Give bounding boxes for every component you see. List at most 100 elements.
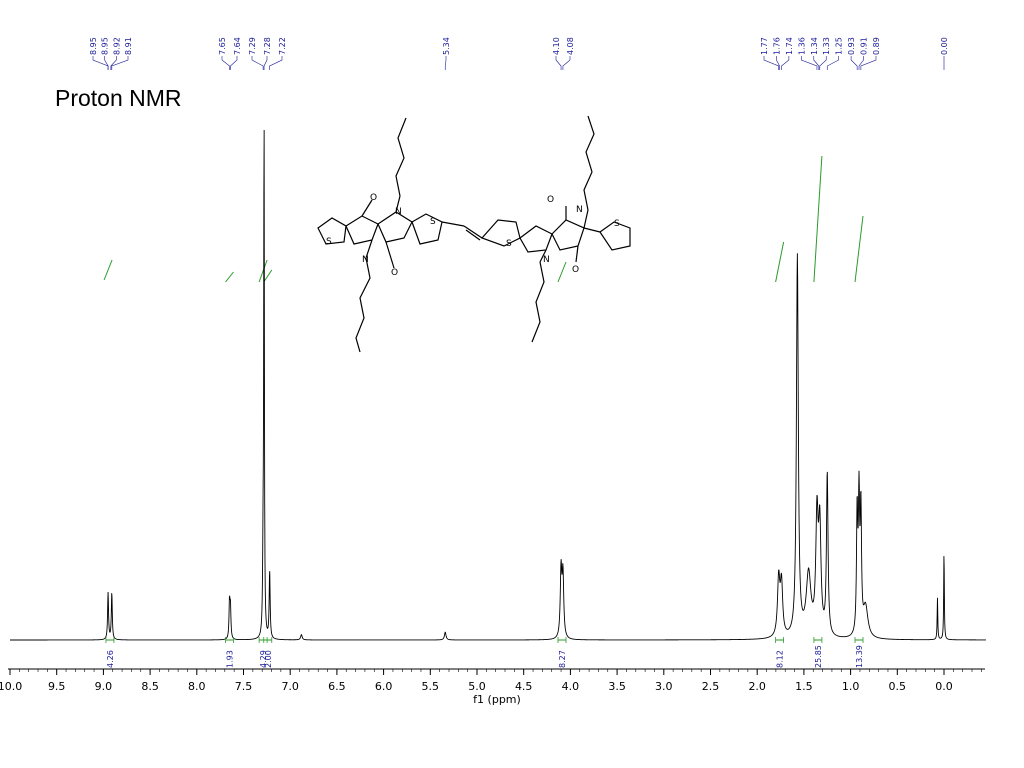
- integral-value: 8.12: [776, 650, 785, 668]
- x-tick-label: 8.0: [188, 680, 206, 693]
- peak-connector: [781, 56, 790, 70]
- x-tick-label: 6.5: [328, 680, 346, 693]
- svg-text:O: O: [370, 193, 377, 203]
- peak-labels: 8.95 8.95 8.92 8.91 7.65 7.64 7.29 7.28 7.22 5.34…: [89, 37, 949, 70]
- x-tick-label: 7.5: [235, 680, 253, 693]
- peak-label: 7.64: [233, 37, 242, 55]
- svg-text:N: N: [395, 207, 402, 217]
- peak-label: 4.08: [566, 37, 575, 55]
- integral-curve: [813, 155, 823, 283]
- x-tick-label: 1.5: [795, 680, 813, 693]
- peak-connector: [826, 56, 839, 70]
- molecule-atom-labels: S O N N O S S O N N O S: [326, 193, 620, 278]
- x-tick-label: 9.5: [48, 680, 66, 693]
- peak-connector: [230, 56, 238, 70]
- integral-value: 1.93: [225, 650, 234, 668]
- x-tick-label: 2.5: [702, 680, 720, 693]
- integral-value: 2.00: [264, 650, 273, 668]
- thiophene-ring: [599, 221, 631, 251]
- svg-text:S: S: [614, 219, 620, 229]
- x-tick-label: 8.5: [141, 680, 159, 693]
- svg-text:N: N: [543, 255, 550, 265]
- svg-text:N: N: [362, 255, 369, 265]
- dpp-ring: [377, 211, 413, 243]
- integral-value: 4.29: [259, 650, 268, 668]
- integral-curves: [103, 155, 864, 283]
- integral-curve: [225, 271, 234, 283]
- x-tick-label: 5.0: [468, 680, 486, 693]
- peak-label: 1.36: [797, 37, 806, 55]
- integral-curve: [557, 261, 567, 283]
- peak-connector: [562, 56, 571, 70]
- thiophene-ring: [480, 219, 521, 247]
- molecule-structure: [317, 115, 631, 353]
- peak-connector: [111, 56, 129, 70]
- integral-curve: [103, 259, 113, 281]
- x-tick-label: 3.0: [655, 680, 673, 693]
- x-tick-label: 5.5: [422, 680, 440, 693]
- svg-text:S: S: [506, 239, 512, 249]
- peak-label: 1.25: [835, 37, 844, 55]
- peak-label: 7.65: [218, 37, 227, 55]
- integral-value: 25.85: [814, 645, 823, 668]
- peak-connector: [263, 56, 268, 70]
- thiophene-ring: [317, 217, 347, 245]
- peak-label: 8.91: [124, 37, 133, 55]
- x-tick-label: 7.0: [281, 680, 299, 693]
- x-tick-label: 0.5: [889, 680, 907, 693]
- peak-connector: [92, 56, 109, 70]
- peak-connector: [801, 56, 818, 70]
- peak-label: 0.93: [847, 37, 856, 55]
- svg-text:O: O: [547, 195, 554, 205]
- dpp-ring: [345, 215, 379, 245]
- peak-connector: [110, 56, 117, 70]
- x-tick-label: 0.0: [935, 680, 953, 693]
- dpp-ring: [551, 219, 585, 251]
- x-tick-label: 4.5: [515, 680, 533, 693]
- x-tick-label: 4.0: [562, 680, 580, 693]
- integral-curve: [854, 215, 864, 283]
- dpp-ring: [519, 225, 553, 253]
- peak-label: 1.74: [785, 37, 794, 55]
- chart-title: Proton NMR: [55, 85, 182, 111]
- thiophene-ring: [411, 213, 443, 245]
- svg-text:N: N: [576, 205, 583, 215]
- x-tick-label: 6.0: [375, 680, 393, 693]
- peak-label: 1.77: [760, 37, 769, 55]
- peak-connector: [860, 56, 877, 70]
- peak-connector: [221, 56, 230, 70]
- x-tick-label: 10.0: [0, 680, 22, 693]
- peak-connector: [813, 56, 820, 70]
- peak-label: 0.91: [860, 37, 869, 55]
- peak-label: 0.00: [940, 37, 949, 55]
- peak-connector: [555, 56, 562, 70]
- x-tick-label: 2.0: [748, 680, 766, 693]
- peak-label: 5.34: [442, 37, 451, 55]
- integral-value: 4.26: [106, 650, 115, 668]
- peak-connector: [858, 56, 864, 70]
- x-tick-label: 9.0: [95, 680, 113, 693]
- peak-label: 8.95: [101, 37, 110, 55]
- integral-value: 13.39: [855, 645, 864, 668]
- integral-curve: [258, 259, 268, 283]
- peak-connector: [819, 56, 827, 70]
- spectrum-trace: [10, 130, 986, 641]
- peak-label: 1.34: [810, 37, 819, 55]
- x-axis-label: f1 (ppm): [473, 693, 521, 706]
- peak-label: 1.33: [822, 37, 831, 55]
- svg-text:S: S: [430, 217, 436, 227]
- x-tick-label: 3.5: [608, 680, 626, 693]
- peak-label: 7.28: [263, 37, 272, 55]
- peak-label: 7.22: [278, 37, 287, 55]
- peak-connector: [251, 56, 264, 70]
- integral-brackets: 4.26 1.93 4.292.00 8.27 8.12 25.85 13.39: [105, 637, 864, 668]
- svg-text:O: O: [572, 265, 579, 275]
- integral-curve: [775, 241, 785, 283]
- peak-connector: [776, 56, 780, 70]
- peak-connector: [269, 56, 283, 70]
- peak-connector: [104, 56, 109, 70]
- peak-label: 4.10: [552, 37, 561, 55]
- x-tick-label: 1.0: [842, 680, 860, 693]
